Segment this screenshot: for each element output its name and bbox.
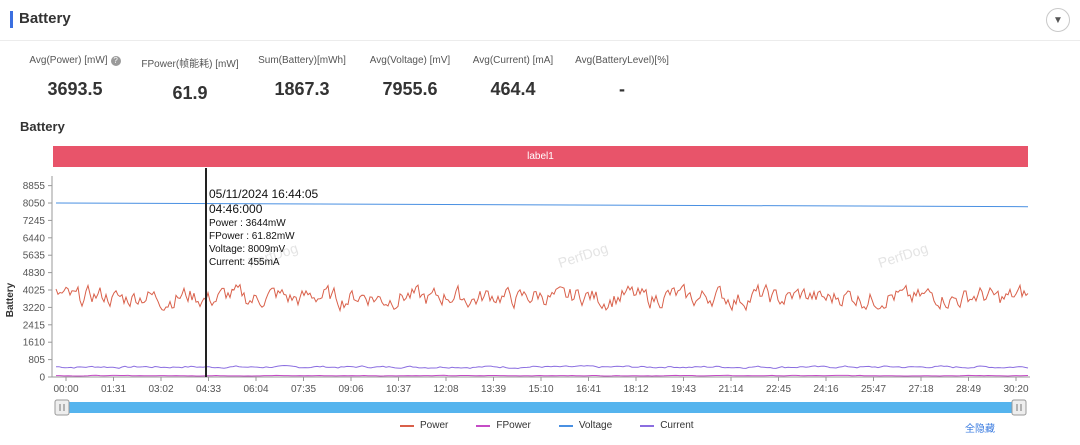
x-tick-label: 07:35 (291, 384, 316, 395)
stat-fpower: FPower(帧能耗) [mW] 61.9 (135, 55, 245, 104)
y-tick-label: 8855 (23, 181, 46, 192)
stat-value: 464.4 (490, 79, 536, 99)
legend-label: Voltage (578, 420, 613, 431)
x-tick-label: 12:08 (433, 384, 458, 395)
stat-avg-current: Avg(Current) [mA] 464.4 (463, 55, 563, 100)
y-tick-label: 0 (39, 373, 45, 384)
stat-label: Sum(Battery)[mWh] (258, 55, 346, 66)
stat-avg-voltage: Avg(Voltage) [mV] 7955.6 (360, 55, 460, 100)
legend-item-voltage[interactable]: Voltage (558, 420, 613, 431)
stat-label: Avg(Voltage) [mV] (369, 55, 451, 66)
x-tick-label: 00:00 (53, 384, 78, 395)
x-tick-label: 10:37 (386, 384, 411, 395)
x-tick-label: 24:16 (813, 384, 838, 395)
x-tick-label: 09:06 (338, 384, 363, 395)
stat-avg-power: Avg(Power) [mW]? 3693.5 (25, 55, 125, 100)
series-current-line (55, 364, 1029, 370)
triangle-down-icon: ▼ (1053, 14, 1063, 26)
y-axis-title: Battery (5, 282, 16, 317)
stat-sum-battery: Sum(Battery)[mWh] 1867.3 (252, 55, 352, 100)
series-power-line (55, 283, 1029, 313)
legend-item-current[interactable]: Current (640, 420, 694, 431)
x-tick-label: 19:43 (671, 384, 696, 395)
stat-label: Avg(Current) [mA] (472, 55, 554, 66)
x-tick-label: 25:47 (861, 384, 886, 395)
x-tick-label: 04:33 (196, 384, 221, 395)
stat-label: Avg(Power) [mW] (29, 55, 108, 66)
y-tick-label: 7245 (23, 216, 46, 227)
y-tick-label: 3220 (23, 303, 46, 314)
legend-swatch (558, 424, 573, 427)
collapse-toggle-button[interactable]: ▼ (1046, 8, 1070, 32)
legend-label: Power (420, 420, 449, 431)
stat-label: FPower(帧能耗) [mW] (141, 59, 239, 70)
x-tick-label: 21:14 (718, 384, 743, 395)
x-tick-label: 13:39 (481, 384, 506, 395)
y-tick-label: 5635 (23, 251, 46, 262)
x-tick-label: 15:10 (528, 384, 553, 395)
x-tick-label: 27:18 (908, 384, 933, 395)
legend-label: FPower (496, 420, 531, 431)
series-fpower-line (56, 374, 1029, 377)
legend-swatch (640, 424, 655, 427)
x-tick-label: 28:49 (956, 384, 981, 395)
range-slider-right-handle[interactable] (1011, 399, 1027, 416)
y-tick-label: 4025 (23, 286, 46, 297)
legend-item-fpower[interactable]: FPower (476, 420, 531, 431)
x-tick-label: 03:02 (148, 384, 173, 395)
perfdog-watermark: PerfDog (556, 240, 610, 271)
y-tick-label: 8050 (23, 199, 46, 210)
legend-label: Current (660, 420, 694, 431)
help-icon[interactable]: ? (110, 55, 121, 66)
stat-label: Avg(BatteryLevel)[%] (575, 55, 669, 66)
x-tick-label: 01:31 (101, 384, 126, 395)
legend-swatch (400, 424, 414, 427)
series-voltage-line (55, 202, 1029, 208)
stat-value: 7955.6 (382, 79, 438, 99)
perfdog-watermark: PerfDog (876, 240, 930, 271)
tooltip-line: Current: 455mA (209, 257, 280, 268)
stat-value: - (619, 79, 625, 99)
tooltip-line: FPower : 61.82mW (209, 231, 295, 242)
chart-title: Battery (20, 119, 65, 134)
label-band[interactable]: label1 (53, 146, 1028, 167)
x-tick-label: 22:45 (766, 384, 791, 395)
stat-avg-battery-level: Avg(BatteryLevel)[%] - (568, 55, 676, 100)
y-tick-label: 2415 (23, 320, 46, 331)
y-tick-label: 4830 (23, 268, 46, 279)
x-tick-label: 16:41 (576, 384, 601, 395)
section-header: Battery (0, 0, 1080, 41)
stat-value: 3693.5 (47, 79, 103, 99)
y-tick-label: 1610 (23, 338, 46, 349)
tooltip-time: 04:46:000 (209, 202, 263, 216)
tooltip-line: Power : 3644mW (209, 218, 286, 229)
hide-all-link[interactable]: 全隐藏 (965, 424, 995, 435)
section-accent-bar (10, 11, 13, 28)
stat-value: 61.9 (172, 83, 208, 103)
y-tick-label: 6440 (23, 233, 46, 244)
stat-value: 1867.3 (274, 79, 330, 99)
section-title: Battery (19, 10, 71, 27)
x-tick-label: 06:04 (243, 384, 268, 395)
x-tick-label: 18:12 (623, 384, 648, 395)
legend-swatch (476, 424, 491, 427)
tooltip-line: Voltage: 8009mV (209, 244, 285, 255)
range-slider-left-handle[interactable] (54, 399, 70, 416)
legend: Power FPower Voltage Current (400, 420, 694, 431)
tooltip-date: 05/11/2024 16:44:05 (209, 187, 319, 201)
legend-item-power[interactable]: Power (400, 420, 448, 431)
y-tick-label: 805 (28, 355, 45, 366)
range-slider-track[interactable] (55, 402, 1025, 413)
x-tick-label: 30:20 (1003, 384, 1028, 395)
